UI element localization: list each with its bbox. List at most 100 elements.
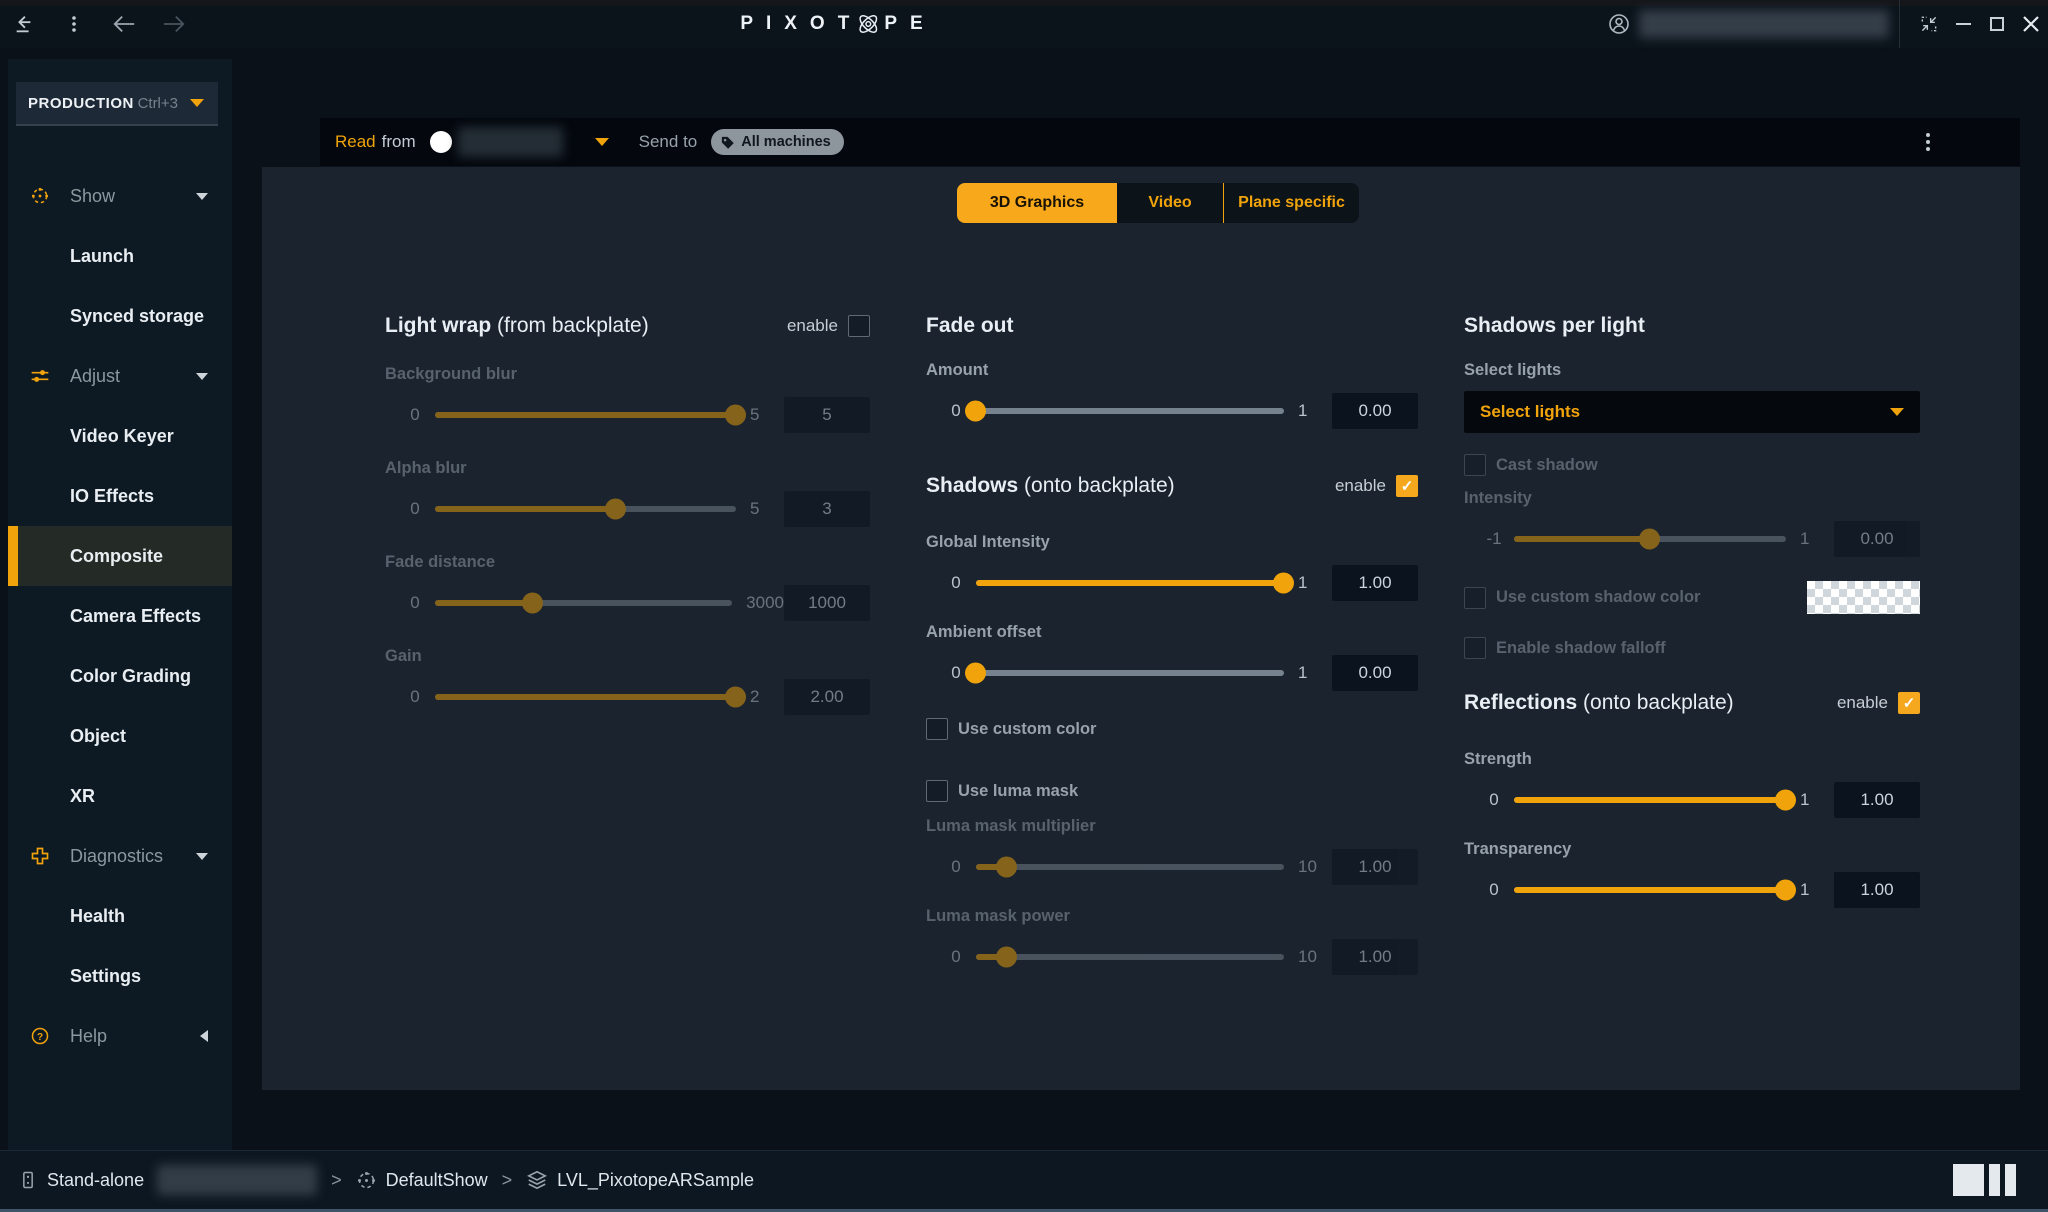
breadcrumb-level[interactable]: LVL_PixotopeARSample xyxy=(526,1169,754,1191)
maximize-button[interactable] xyxy=(1980,0,2014,48)
sidebar-item-launch[interactable]: Launch xyxy=(70,245,135,266)
slider-handle[interactable] xyxy=(1273,572,1294,594)
back-arrow-icon[interactable] xyxy=(112,12,136,36)
value-field[interactable]: 2.00 xyxy=(784,679,870,715)
minimize-button[interactable] xyxy=(1946,0,1980,48)
slider-track[interactable] xyxy=(435,592,733,614)
read-send-bar: Read from Send to All machines xyxy=(320,118,2020,166)
shadow-color-swatch[interactable] xyxy=(1807,581,1920,614)
options-kebab-icon[interactable] xyxy=(1916,130,1940,154)
slider-track[interactable] xyxy=(1514,528,1786,550)
layout-main-toggle[interactable] xyxy=(1953,1164,1984,1196)
slider-track[interactable] xyxy=(435,686,746,708)
chevron-down-icon xyxy=(196,372,208,380)
value-field[interactable]: 0.00 xyxy=(1834,521,1920,557)
value-field[interactable]: 1.00 xyxy=(1834,872,1920,908)
slider-handle[interactable] xyxy=(965,400,986,422)
value-field[interactable]: 0.00 xyxy=(1332,655,1418,691)
sidebar-item-xr[interactable]: XR xyxy=(70,785,96,806)
layers-icon xyxy=(527,1170,548,1190)
value-field[interactable]: 3 xyxy=(784,491,870,527)
slider-handle[interactable] xyxy=(725,686,746,708)
mode-selector[interactable]: PRODUCTION Ctrl+3 xyxy=(16,82,218,126)
all-machines-pill[interactable]: All machines xyxy=(711,129,844,155)
chevron-down-icon[interactable] xyxy=(594,138,609,146)
slider-handle[interactable] xyxy=(995,946,1017,968)
sidebar-item-adjust[interactable]: Adjust xyxy=(8,346,232,406)
slider-track[interactable] xyxy=(976,946,1284,968)
fit-to-screen-icon[interactable] xyxy=(1912,0,1946,48)
light-wrap-enable-checkbox[interactable]: ✓ xyxy=(848,315,870,337)
slider-handle[interactable] xyxy=(1775,879,1796,901)
close-button[interactable] xyxy=(2014,0,2048,48)
sidebar-item-video-keyer[interactable]: Video Keyer xyxy=(70,425,174,446)
layout-panel-toggle-1[interactable] xyxy=(1989,1164,2000,1196)
sidebar-item-health[interactable]: Health xyxy=(70,905,126,926)
checkbox-enable-shadow-falloff[interactable]: ✓ Enable shadow falloff xyxy=(1464,636,1920,660)
pixotope-logo: PIXOT PE xyxy=(740,0,935,48)
checkbox[interactable]: ✓ xyxy=(926,780,948,802)
sidebar-item-help[interactable]: ? Help xyxy=(8,1006,232,1066)
checkbox-use-custom-shadow-color[interactable]: ✓ Use custom shadow color xyxy=(1464,586,1700,609)
account-icon[interactable] xyxy=(1607,12,1631,36)
value-field[interactable]: 1.00 xyxy=(1332,565,1418,601)
checkbox[interactable]: ✓ xyxy=(926,718,948,740)
tab-plane-specific[interactable]: Plane specific xyxy=(1223,183,1359,223)
checkbox[interactable]: ✓ xyxy=(1464,454,1486,476)
sidebar-item-composite[interactable]: Composite xyxy=(8,526,232,586)
shadows-enable-checkbox[interactable]: ✓ xyxy=(1396,475,1418,497)
value-field[interactable]: 1.00 xyxy=(1332,939,1418,975)
slider-handle[interactable] xyxy=(522,592,544,614)
slider-track[interactable] xyxy=(435,498,736,520)
breadcrumb-show[interactable]: DefaultShow xyxy=(356,1170,488,1191)
slider-track[interactable] xyxy=(976,856,1284,878)
value-field[interactable]: 1000 xyxy=(784,585,870,621)
sidebar-item-settings[interactable]: Settings xyxy=(70,965,142,986)
select-lights-dropdown[interactable]: Select lights xyxy=(1464,391,1920,433)
section-title: Fade out xyxy=(926,314,1014,337)
layout-panel-toggle-2[interactable] xyxy=(2005,1164,2016,1196)
slider-handle[interactable] xyxy=(725,404,746,426)
slider-handle[interactable] xyxy=(1775,789,1796,811)
value-field[interactable]: 0.00 xyxy=(1332,393,1418,429)
checkbox[interactable]: ✓ xyxy=(1464,586,1486,609)
collapse-sidebar-icon[interactable] xyxy=(12,12,36,36)
sidebar-item-color-grading[interactable]: Color Grading xyxy=(70,665,191,686)
value-field[interactable]: 1.00 xyxy=(1332,849,1418,885)
slider-global-intensity: Global Intensity 0 1 1.00 xyxy=(926,533,1418,601)
composite-settings-panel: 3D Graphics Video Plane specific Light w… xyxy=(262,167,2020,1090)
section-subtitle: (from backplate) xyxy=(497,314,649,337)
tab-3d-graphics[interactable]: 3D Graphics xyxy=(957,183,1117,223)
breadcrumb-machine[interactable]: Stand-alone xyxy=(18,1165,318,1195)
reflections-enable-checkbox[interactable]: ✓ xyxy=(1898,692,1920,714)
checkbox[interactable]: ✓ xyxy=(1464,637,1486,659)
sidebar-item-show[interactable]: Show xyxy=(8,166,232,226)
slider-handle[interactable] xyxy=(995,856,1017,878)
read-machine-name-redacted xyxy=(457,127,563,157)
sidebar-item-synced-storage[interactable]: Synced storage xyxy=(70,305,205,326)
value-field[interactable]: 1.00 xyxy=(1834,782,1920,818)
slider-track[interactable] xyxy=(965,662,1284,684)
forward-arrow-icon[interactable] xyxy=(162,12,186,36)
sidebar-item-io-effects[interactable]: IO Effects xyxy=(70,485,155,506)
slider-track[interactable] xyxy=(976,572,1294,594)
slider-track[interactable] xyxy=(1514,879,1796,901)
value-field[interactable]: 5 xyxy=(784,397,870,433)
chevron-down-icon xyxy=(196,192,208,200)
checkbox-use-luma-mask[interactable]: ✓ Use luma mask xyxy=(926,779,1418,803)
read-label: Read xyxy=(335,132,376,151)
checkbox-cast-shadow[interactable]: ✓ Cast shadow xyxy=(1464,453,1920,477)
kebab-menu-icon[interactable] xyxy=(62,12,86,36)
slider-handle[interactable] xyxy=(604,498,626,520)
section-title: Light wrap xyxy=(385,314,492,337)
slider-handle[interactable] xyxy=(965,662,986,684)
sidebar-item-object[interactable]: Object xyxy=(70,725,127,746)
sidebar-item-diagnostics[interactable]: Diagnostics xyxy=(8,826,232,886)
slider-track[interactable] xyxy=(435,404,746,426)
tab-video[interactable]: Video xyxy=(1117,183,1223,223)
checkbox-use-custom-color[interactable]: ✓ Use custom color xyxy=(926,717,1418,741)
sidebar-item-camera-effects[interactable]: Camera Effects xyxy=(70,605,202,626)
slider-handle[interactable] xyxy=(1639,528,1660,550)
slider-track[interactable] xyxy=(965,400,1284,422)
slider-track[interactable] xyxy=(1514,789,1796,811)
